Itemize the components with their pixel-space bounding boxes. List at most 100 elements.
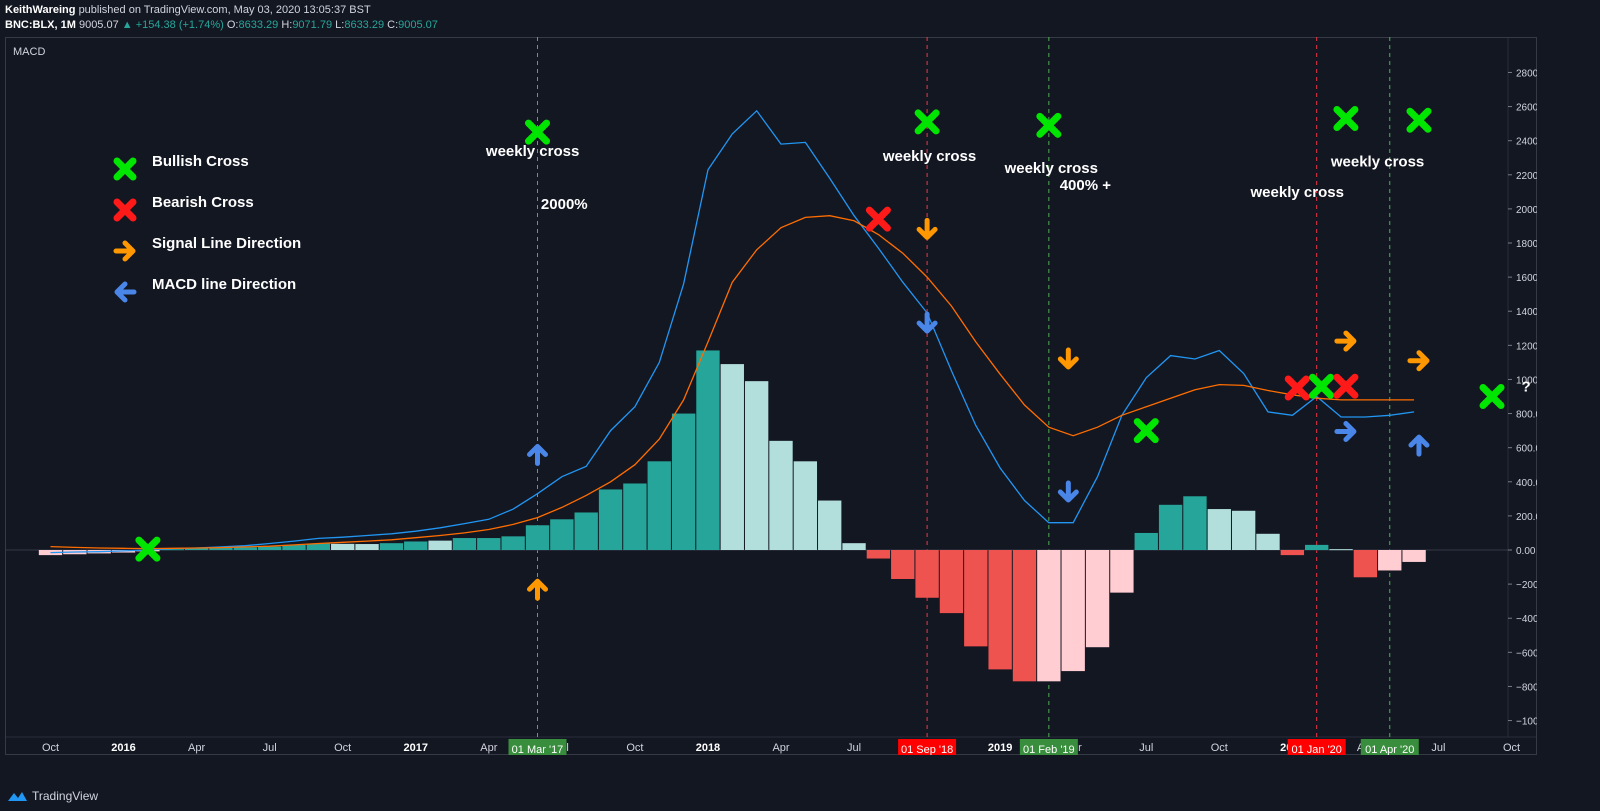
y-axis-tick-label: 1400.00 <box>1516 307 1537 318</box>
signal-direction-arrow-icon <box>527 578 548 601</box>
histogram-bar <box>769 440 793 550</box>
publish-info: published on TradingView.com, May 03, 20… <box>78 4 371 16</box>
date-badge[interactable] <box>508 739 567 759</box>
histogram-bar <box>1402 550 1426 562</box>
macd-direction-arrow-icon <box>1057 480 1079 503</box>
histogram-bar <box>1158 504 1183 550</box>
date-badge-label: 01 Mar '17 <box>512 744 564 755</box>
histogram-bar <box>282 544 306 550</box>
y-axis-tick-label: 600.00 <box>1516 444 1537 455</box>
date-badge[interactable] <box>1019 739 1078 759</box>
histogram-bar <box>1378 550 1402 571</box>
histogram-bar <box>1061 550 1085 672</box>
histogram-bar <box>1037 550 1061 682</box>
date-badge[interactable] <box>898 739 957 759</box>
indicator-title: MACD <box>13 46 45 58</box>
histogram-bar <box>1207 509 1231 550</box>
annotation-text: weekly cross <box>485 143 579 160</box>
histogram-bar <box>598 489 623 550</box>
legend-bearish-icon <box>113 198 137 222</box>
high-value: 9071.79 <box>292 19 333 31</box>
histogram-bar <box>379 543 404 550</box>
macd-line <box>50 109 1415 554</box>
histogram-bar <box>525 525 550 550</box>
y-axis-tick-label: 0.00 <box>1516 546 1536 557</box>
annotation-text: weekly cross <box>882 148 976 165</box>
histogram-bar <box>1183 496 1207 550</box>
bearish-cross-marker <box>1284 375 1310 401</box>
histogram-bar <box>818 500 842 550</box>
histogram-bar <box>331 543 355 550</box>
macd-chart[interactable]: MACD 2800.00 2600.00 2400.00 2200.00 2000.00 1… <box>5 37 1558 759</box>
macd-chart-frame[interactable]: MACD 2800.00 2600.00 2400.00 2200.00 2000.00 1… <box>5 37 1558 759</box>
y-axis-tick-label: 2600.00 <box>1516 103 1537 114</box>
bullish-cross-marker <box>1309 373 1335 399</box>
x-axis-tick-label: Apr <box>480 742 497 754</box>
histogram-bar <box>160 549 184 551</box>
ohlc-line: BNC:BLX, 1M 9005.07 ▲ +154.38 (+1.74%) O… <box>5 18 438 33</box>
tradingview-logo[interactable]: TradingView <box>6 789 98 803</box>
histogram-bar <box>1353 550 1378 578</box>
histogram-bar <box>501 536 525 550</box>
histogram-bar <box>939 550 964 614</box>
bearish-cross-marker <box>865 206 891 232</box>
signal-direction-arrow-icon <box>1407 350 1430 372</box>
histogram-bar <box>696 350 720 550</box>
y-axis-tick-label: 1600.00 <box>1516 273 1537 284</box>
histogram-bar <box>184 548 209 550</box>
histogram-bar <box>404 541 428 550</box>
x-axis-tick-label: Oct <box>1503 742 1520 754</box>
chart-header: KeithWareing published on TradingView.co… <box>5 3 438 33</box>
histogram-bar <box>1134 532 1158 550</box>
y-axis-tick-label: 800.00 <box>1516 410 1537 421</box>
legend-label: Bullish Cross <box>152 153 249 170</box>
histogram-bar <box>671 413 696 550</box>
histogram-bar <box>964 550 988 647</box>
x-axis-tick-label: Apr <box>772 742 789 754</box>
annotation-text: weekly cross <box>1250 184 1344 201</box>
bullish-cross-marker <box>1406 107 1432 133</box>
y-axis-tick-label: 2000.00 <box>1516 205 1537 216</box>
date-badge[interactable] <box>1360 739 1419 759</box>
histogram-bar <box>574 512 598 550</box>
low-label: L: <box>335 19 345 31</box>
bullish-cross-marker <box>1333 106 1359 132</box>
close-label: C: <box>387 19 399 31</box>
x-axis-tick-label: Oct <box>334 742 351 754</box>
histogram-bar <box>1012 550 1037 682</box>
x-axis-tick-label: Jul <box>1139 742 1153 754</box>
symbol-label[interactable]: BNC:BLX, 1M <box>5 19 76 31</box>
x-axis-tick-label: 2016 <box>111 742 135 754</box>
histogram-bar <box>842 543 866 550</box>
histogram-bar <box>647 461 671 550</box>
signal-direction-arrow-icon <box>1057 347 1079 370</box>
histogram-bar <box>452 538 477 550</box>
histogram-bar <box>623 483 647 550</box>
date-badge-label: 01 Jan '20 <box>1291 744 1341 755</box>
x-axis-tick-label: 2019 <box>988 742 1012 754</box>
legend-bullish-icon <box>113 157 137 181</box>
date-badge-label: 01 Feb '19 <box>1023 744 1075 755</box>
x-axis-tick-label: Oct <box>1211 742 1228 754</box>
x-axis-tick-label: Apr <box>188 742 205 754</box>
date-badge-label: 01 Apr '20 <box>1365 744 1414 755</box>
bullish-cross-marker <box>1479 384 1505 410</box>
histogram-bar <box>1085 550 1110 648</box>
publish-line: KeithWareing published on TradingView.co… <box>5 3 438 18</box>
high-label: H: <box>281 19 293 31</box>
macd-direction-arrow-icon <box>916 311 938 334</box>
close-value: 9005.07 <box>398 19 438 31</box>
histogram-bar <box>550 519 574 550</box>
y-axis-tick-label: −600.00 <box>1516 648 1537 659</box>
y-axis-tick-label: 1800.00 <box>1516 239 1537 250</box>
y-axis-tick-label: −800.00 <box>1516 682 1537 693</box>
legend-label: Signal Line Direction <box>152 235 301 252</box>
y-axis-tick-label: 2400.00 <box>1516 137 1537 148</box>
author-name[interactable]: KeithWareing <box>5 4 76 16</box>
open-label: O: <box>226 19 239 31</box>
histogram-bar <box>209 547 233 550</box>
tradingview-cloud-icon <box>8 792 27 801</box>
date-badge[interactable] <box>1287 739 1346 759</box>
x-axis-tick-label: Oct <box>626 742 643 754</box>
histogram-bar <box>1110 550 1134 593</box>
